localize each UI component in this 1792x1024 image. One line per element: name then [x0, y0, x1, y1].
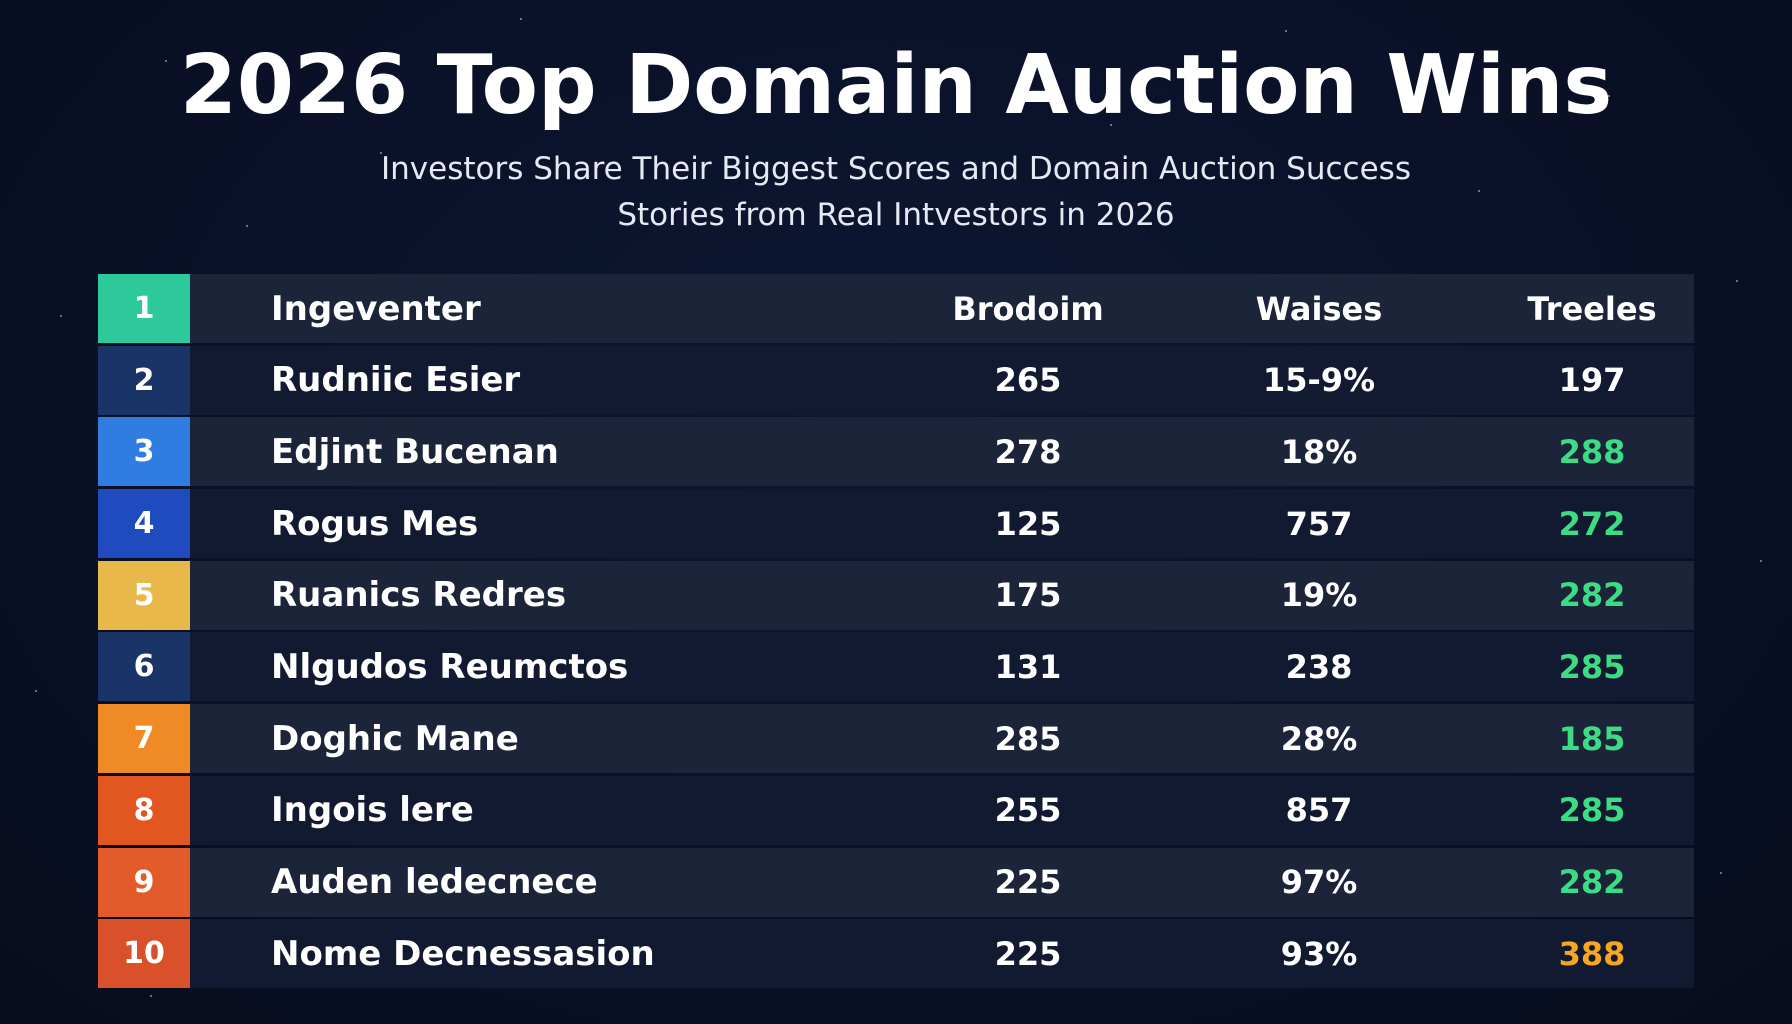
table-row: 9 Auden ledecnece 225 97% 282 — [98, 847, 1694, 917]
page-subtitle: Investors Share Their Biggest Scores and… — [0, 146, 1792, 238]
row-col3: 272 — [1558, 504, 1626, 543]
rank-badge: 8 — [98, 775, 190, 845]
row-col3: 282 — [1558, 863, 1626, 901]
table-row: 10 Nome Decnessasion 225 93% 388 — [98, 919, 1694, 989]
table-header-row: 1 Ingeventer Brodoim Waises Treeles — [98, 274, 1694, 343]
rank-badge: 5 — [98, 560, 190, 630]
rank-badge: 10 — [98, 919, 190, 989]
row-col2: 18% — [1280, 432, 1358, 471]
row-col2: 97% — [1280, 863, 1358, 901]
header-name: Ingeventer — [271, 288, 481, 329]
row-col2: 19% — [1280, 576, 1358, 615]
row-col3: 197 — [1558, 361, 1626, 400]
rank-badge: 6 — [98, 632, 190, 702]
row-col1: 225 — [994, 863, 1062, 901]
row-col2: 15-9% — [1262, 361, 1376, 400]
rank-badge: 2 — [98, 345, 190, 415]
rank-badge: 1 — [98, 274, 190, 343]
row-col1: 265 — [994, 361, 1062, 400]
leaderboard-table: 1 Ingeventer Brodoim Waises Treeles 2 Rud… — [98, 274, 1694, 991]
rank-badge: 4 — [98, 489, 190, 559]
table-row: 5 Ruanics Redres 175 19% 282 — [98, 560, 1694, 630]
row-name: Rogus Mes — [271, 503, 479, 544]
row-name: Doghic Mane — [271, 718, 519, 759]
row-col1: 175 — [994, 576, 1062, 615]
header-col2: Waises — [1255, 289, 1383, 328]
row-col2: 238 — [1285, 647, 1353, 686]
rank-badge: 9 — [98, 847, 190, 917]
row-col2: 857 — [1285, 791, 1353, 830]
subtitle-line-2: Stories from Real Intvestors in 2026 — [617, 197, 1175, 233]
row-col3: 185 — [1558, 719, 1626, 758]
row-name: Edjint Bucenan — [271, 431, 559, 472]
row-col3: 285 — [1558, 791, 1626, 830]
table-row: 8 Ingois lere 255 857 285 — [98, 775, 1694, 845]
subtitle-line-1: Investors Share Their Biggest Scores and… — [381, 151, 1411, 187]
table-row: 2 Rudniic Esier 265 15-9% 197 — [98, 345, 1694, 415]
row-name: Ruanics Redres — [271, 575, 567, 616]
rank-badge: 3 — [98, 417, 190, 487]
table-row: 3 Edjint Bucenan 278 18% 288 — [98, 417, 1694, 487]
row-col1: 278 — [994, 432, 1062, 471]
row-col1: 285 — [994, 719, 1062, 758]
rank-badge: 7 — [98, 704, 190, 774]
row-col3: 285 — [1558, 647, 1626, 686]
row-col1: 255 — [994, 791, 1062, 830]
row-col1: 131 — [994, 647, 1062, 686]
row-col2: 28% — [1280, 719, 1358, 758]
row-name: Auden ledecnece — [271, 862, 598, 902]
row-col2: 757 — [1285, 504, 1353, 543]
row-name: Nome Decnessasion — [271, 933, 655, 974]
table-row: 6 Nlgudos Reumctos 131 238 285 — [98, 632, 1694, 702]
row-name: Ingois lere — [271, 790, 474, 831]
row-col3: 388 — [1558, 934, 1626, 973]
row-name: Rudniic Esier — [271, 360, 521, 401]
row-col1: 125 — [994, 504, 1062, 543]
row-col3: 282 — [1558, 576, 1626, 615]
header-col3: Treeles — [1527, 289, 1657, 328]
header-col1: Brodoim — [952, 289, 1104, 328]
row-col1: 225 — [994, 934, 1062, 973]
page-title: 2026 Top Domain Auction Wins — [179, 38, 1613, 133]
row-col3: 288 — [1558, 432, 1626, 471]
table-row: 7 Doghic Mane 285 28% 185 — [98, 704, 1694, 774]
row-col2: 93% — [1280, 934, 1358, 973]
table-row: 4 Rogus Mes 125 757 272 — [98, 489, 1694, 559]
row-name: Nlgudos Reumctos — [271, 646, 629, 687]
